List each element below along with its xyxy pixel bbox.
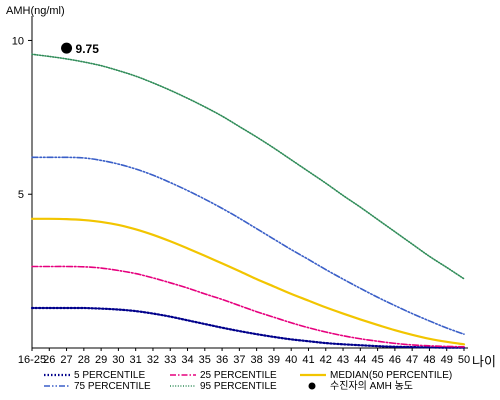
patient-amh-value: 9.75 [76,42,100,56]
series-line-25-percentile [31,265,465,348]
x-tick-label: 34 [181,354,193,366]
patient-amh-point [61,42,73,54]
x-tick-label: 50 [458,354,470,366]
x-tick-label: 37 [233,354,245,366]
x-tick-label: 16-25 [18,354,46,366]
legend: 5 PERCENTILE 25 PERCENTILE MEDIAN(50 PERCE… [44,370,452,392]
series-line-5-percentile [30,306,466,349]
series-lines [30,53,466,349]
series-line-75-percentile [31,156,465,335]
x-tick-label: 41 [302,354,314,366]
legend-label: 25 PERCENTILE [200,370,277,381]
x-tick-label: 35 [199,354,211,366]
x-tick-label: 43 [337,354,349,366]
x-tick-label: 47 [406,354,418,366]
x-tick-label: 26 [43,354,55,366]
x-tick-label: 48 [423,354,435,366]
y-axis-ticks: 5 10 [12,35,32,201]
y-tick-label: 10 [12,35,24,47]
x-tick-label: 29 [95,354,107,366]
x-tick-label: 30 [112,354,124,366]
x-tick-label: 33 [164,354,176,366]
y-tick-label: 5 [18,189,24,201]
x-tick-label: 27 [60,354,72,366]
x-tick-label: 31 [130,354,142,366]
y-axis-title: AMH(ng/ml) [6,5,65,17]
x-tick-label: 28 [78,354,90,366]
axes [31,16,468,349]
series-line-median-50-percentile [30,217,466,346]
x-tick-label: 46 [389,354,401,366]
x-tick-label: 36 [216,354,228,366]
x-tick-label: 44 [354,354,366,366]
legend-label-patient: 수진자의 AMH 농도 [330,380,413,392]
x-tick-label: 38 [251,354,263,366]
x-tick-label: 49 [441,354,453,366]
x-tick-label: 40 [285,354,297,366]
x-tick-label: 32 [147,354,159,366]
legend-label: MEDIAN(50 PERCENTILE) [330,370,452,381]
x-axis-title: 나이 [472,354,496,369]
legend-swatch-patient [308,382,316,390]
series-line-95-percentile [31,53,465,280]
legend-label: 95 PERCENTILE [200,381,277,392]
x-tick-label: 45 [371,354,383,366]
x-tick-label: 39 [268,354,280,366]
legend-label: 75 PERCENTILE [74,381,151,392]
legend-label: 5 PERCENTILE [74,370,145,381]
x-tick-label: 42 [320,354,332,366]
patient-amh-marker: 9.75 [61,42,99,56]
